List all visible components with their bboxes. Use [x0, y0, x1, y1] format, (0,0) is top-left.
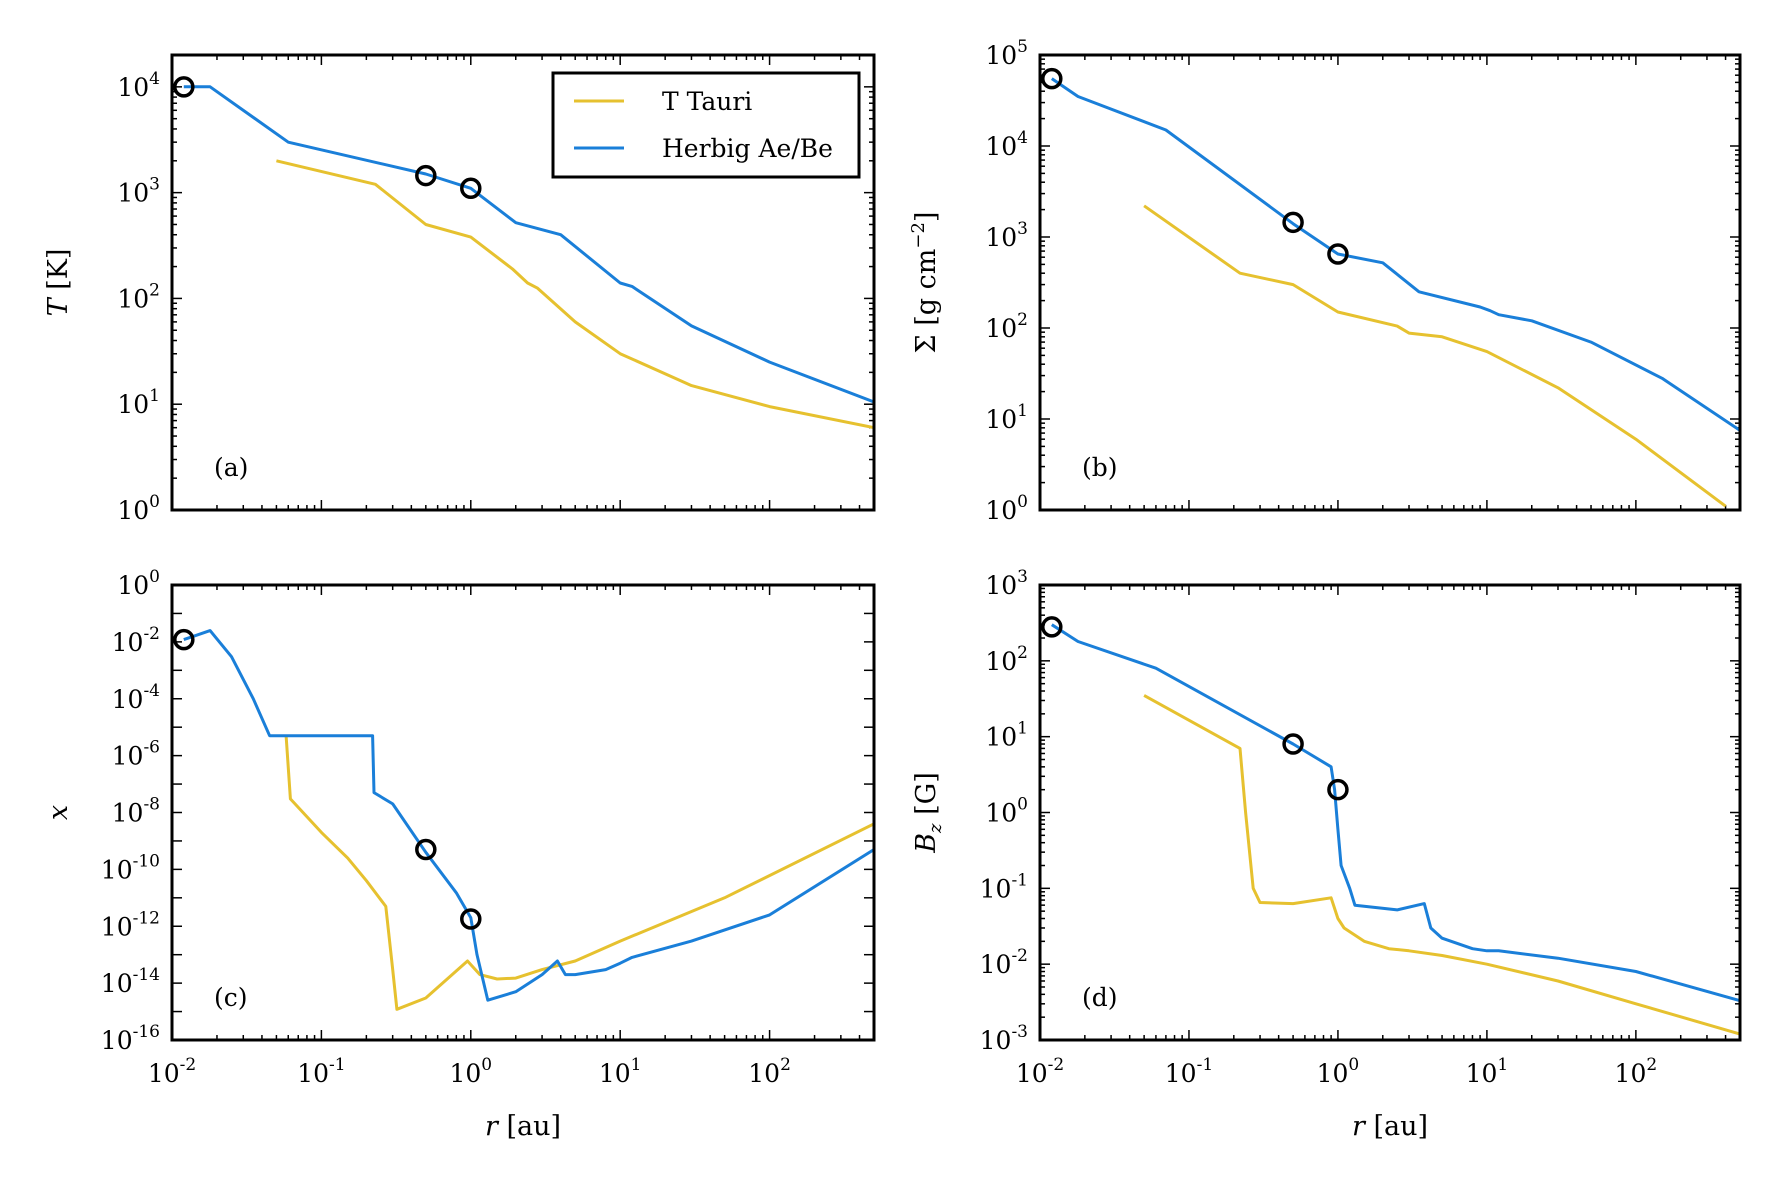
- y-tick-label: 10-1: [980, 870, 1028, 903]
- panel-tag-c: (c): [214, 983, 248, 1012]
- x-tick-label: 101: [1466, 1055, 1509, 1088]
- y-tick-label: 100: [117, 492, 160, 525]
- y-tick-label: 105: [985, 37, 1028, 70]
- y-tick-label: 10-6: [112, 738, 160, 771]
- series-line-herbig-ae-be: [183, 629, 874, 1002]
- series-line-t-tauri: [284, 735, 874, 1011]
- y-axis-b: 100 101 102 103 104 105 Σ [g cm−2]: [908, 37, 1740, 525]
- y-tick-label: 100: [985, 492, 1028, 525]
- y-tick-label: 104: [985, 128, 1028, 161]
- data-marker: [1327, 778, 1349, 801]
- legend-box: [551, 71, 861, 179]
- series-line-herbig-ae-be: [1050, 623, 1740, 1003]
- x-tick-label: 10-1: [1165, 1055, 1213, 1088]
- y-tick-label: 100: [985, 795, 1028, 828]
- x-tick-label: 101: [599, 1055, 642, 1088]
- y-axis-label: x: [43, 805, 74, 820]
- legend-label: Herbig Ae/Be: [662, 134, 833, 163]
- y-axis-d: 10-3 10-2 10-1 100 101 102 103 Bz [G]: [911, 567, 1740, 1055]
- data-marker: [173, 628, 195, 651]
- series-line-t-tauri: [276, 159, 874, 430]
- panel-tag-a: (a): [214, 453, 248, 482]
- x-tick-label: 102: [1615, 1055, 1658, 1088]
- series-group-c: [183, 629, 874, 1011]
- data-marker: [460, 908, 482, 930]
- y-tick-label: 10-4: [112, 681, 160, 714]
- plot-frame-a: [170, 53, 876, 512]
- y-axis-label: T [K]: [43, 249, 74, 317]
- x-tick-label: 10-2: [1016, 1055, 1064, 1088]
- data-marker: [1282, 211, 1304, 234]
- x-tick-label: 100: [449, 1055, 492, 1088]
- series-line-t-tauri: [1143, 694, 1740, 1036]
- data-marker: [1282, 733, 1304, 755]
- x-axis-label: r [au]: [485, 1111, 561, 1142]
- x-tick-label: 10-2: [148, 1055, 196, 1088]
- plot-frame-c: [170, 583, 876, 1042]
- y-tick-label: 10-12: [101, 908, 160, 941]
- series-group-b: [1050, 77, 1740, 508]
- series-group-a: [183, 85, 874, 430]
- y-tick-label: 10-2: [980, 946, 1028, 979]
- y-tick-label: 10-2: [112, 624, 160, 657]
- panel-tag-d: (d): [1082, 983, 1118, 1012]
- data-marker: [415, 164, 437, 187]
- series-line-t-tauri: [1143, 204, 1727, 508]
- y-tick-label: 101: [117, 386, 160, 419]
- y-tick-label: 104: [117, 69, 160, 102]
- data-marker: [415, 838, 437, 861]
- series-line-herbig-ae-be: [1050, 77, 1740, 432]
- x-axis-d: 10-2 10-1 100 101 102 r [au]: [1016, 585, 1741, 1142]
- y-tick-label: 101: [985, 401, 1028, 434]
- y-tick-label: 10-3: [980, 1022, 1028, 1055]
- y-tick-label: 103: [117, 175, 160, 208]
- data-marker: [1041, 616, 1063, 638]
- y-tick-label: 10-14: [101, 965, 160, 998]
- y-tick-label: 102: [985, 643, 1028, 676]
- plot-frame-b: [1038, 53, 1742, 512]
- y-axis-label: Σ [g cm−2]: [908, 212, 942, 354]
- data-marker: [460, 177, 482, 200]
- panel-a: 100 101 102 103 104 T [K] (a) T Tauri Herbig Ae/…: [43, 53, 876, 525]
- panel-b: 100 101 102 103 104 105 Σ [g cm−2] (b): [908, 37, 1742, 525]
- x-tick-label: 102: [748, 1055, 791, 1088]
- y-tick-label: 10-10: [101, 851, 160, 884]
- y-tick-label: 102: [117, 280, 160, 313]
- y-tick-label: 101: [985, 719, 1028, 752]
- y-tick-label: 10-8: [112, 795, 160, 828]
- series-line-herbig-ae-be: [183, 85, 874, 404]
- x-tick-label: 10-1: [297, 1055, 345, 1088]
- y-tick-label: 10-16: [101, 1022, 160, 1055]
- y-tick-label: 102: [985, 310, 1028, 343]
- y-tick-label: 103: [985, 219, 1028, 252]
- legend: T Tauri Herbig Ae/Be: [551, 71, 861, 179]
- y-tick-label: 103: [985, 567, 1028, 600]
- x-axis-c: 10-2 10-1 100 101 102 r [au]: [148, 585, 875, 1142]
- data-marker: [173, 76, 195, 98]
- y-tick-label: 100: [117, 567, 160, 600]
- x-tick-label: 100: [1317, 1055, 1360, 1088]
- legend-label: T Tauri: [662, 87, 752, 116]
- y-axis-label: Bz [G]: [911, 772, 946, 854]
- data-marker: [1041, 67, 1063, 90]
- y-axis-c: 10-16 10-14 10-12 10-10 10-8 10-6 10-4 10-2 100 x: [43, 567, 874, 1055]
- y-axis-a: 100 101 102 103 104 T [K]: [43, 54, 874, 525]
- series-group-d: [1050, 623, 1740, 1036]
- data-marker: [1327, 243, 1349, 265]
- x-axis-label: r [au]: [1352, 1111, 1428, 1142]
- plot-frame-d: [1038, 583, 1742, 1042]
- panel-tag-b: (b): [1082, 453, 1118, 482]
